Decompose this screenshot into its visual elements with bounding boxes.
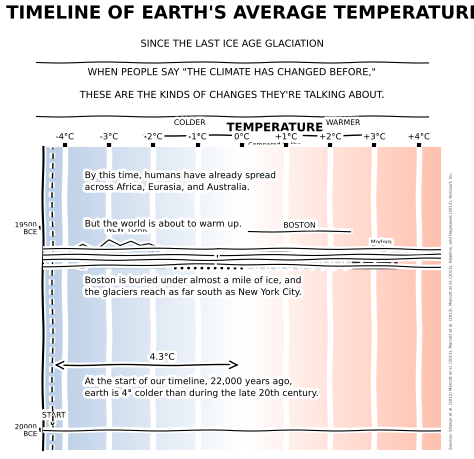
Text: ICE: ICE — [278, 246, 298, 258]
Text: By this time, humans have already spread
across Africa, Eurasia, and Australia.: By this time, humans have already spread… — [85, 171, 276, 192]
Text: COLDER: COLDER — [174, 118, 205, 127]
Text: THESE ARE THE KINDS OF CHANGES THEY'RE TALKING ABOUT.: THESE ARE THE KINDS OF CHANGES THEY'RE T… — [80, 90, 385, 100]
Text: But the world is about to warm up.: But the world is about to warm up. — [85, 219, 242, 229]
Text: At the start of our timeline, 22,000 years ago,
earth is 4° colder than during t: At the start of our timeline, 22,000 yea… — [85, 377, 320, 398]
Text: TEMPERATURE: TEMPERATURE — [227, 121, 323, 134]
Text: WARMER: WARMER — [326, 118, 360, 127]
Text: 4.3°C: 4.3°C — [150, 353, 174, 362]
Text: START: START — [42, 410, 65, 426]
Text: Sources: Shakun et al. (2012) Marcott et al. (2013), Marcott et al. (2013), Marc: Sources: Shakun et al. (2012) Marcott et… — [449, 171, 453, 450]
Text: Compared to the
1961-1990 average: Compared to the 1961-1990 average — [244, 143, 306, 153]
Text: A TIMELINE OF EARTH'S AVERAGE TEMPERATURE: A TIMELINE OF EARTH'S AVERAGE TEMPERATUR… — [0, 5, 474, 22]
Text: ICE: ICE — [149, 249, 162, 258]
Text: WHEN PEOPLE SAY "THE CLIMATE HAS CHANGED BEFORE,": WHEN PEOPLE SAY "THE CLIMATE HAS CHANGED… — [88, 67, 377, 77]
Text: NEW YORK: NEW YORK — [106, 225, 147, 234]
Text: Modern
Skyline: Modern Skyline — [371, 240, 392, 251]
Text: Boston is buried under almost a mile of ice, and
the glaciers reach as far south: Boston is buried under almost a mile of … — [85, 276, 302, 297]
Text: BOSTON: BOSTON — [283, 221, 315, 230]
Text: SINCE THE LAST ICE AGE GLACIATION: SINCE THE LAST ICE AGE GLACIATION — [140, 39, 324, 49]
